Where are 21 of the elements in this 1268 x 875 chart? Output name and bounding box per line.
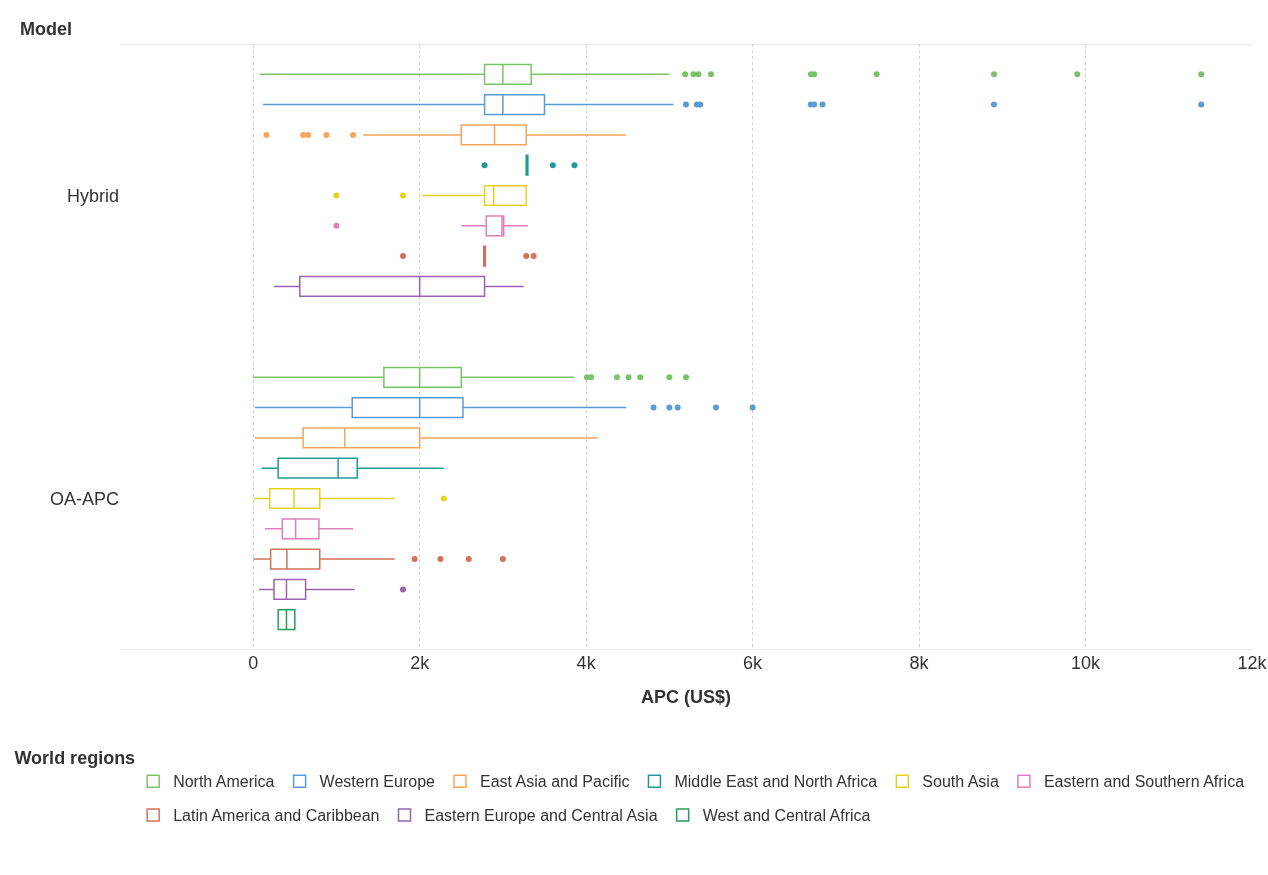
legend-label: North America [173,773,275,791]
legend-label: Middle East and North Africa [674,773,878,791]
x-tick-label: 12k [1237,653,1268,673]
legend-label: Latin America and Caribbean [173,807,380,825]
legend-label: South Asia [922,773,999,791]
x-tick-label: 6k [743,653,764,673]
x-tick-label: 10k [1071,653,1102,673]
x-tick-label: 8k [909,653,930,673]
legend-title: World regions [14,748,136,769]
x-axis-title: APC (US$) [640,687,732,708]
y-tick-label: Hybrid [66,185,119,206]
legend-label: East Asia and Pacific [480,773,630,791]
x-tick-label: 2k [410,653,431,673]
x-tick-label: 4k [576,653,597,673]
y-tick-label: OA-APC [49,488,119,509]
legend-label: Eastern and Southern Africa [1043,773,1245,791]
legend-label: West and Central Africa [702,807,871,825]
legend-label: Western Europe [319,773,436,791]
legend-label: Eastern Europe and Central Asia [424,807,658,825]
y-axis-title: Model [20,19,72,39]
x-tick-label: 0 [248,653,259,673]
